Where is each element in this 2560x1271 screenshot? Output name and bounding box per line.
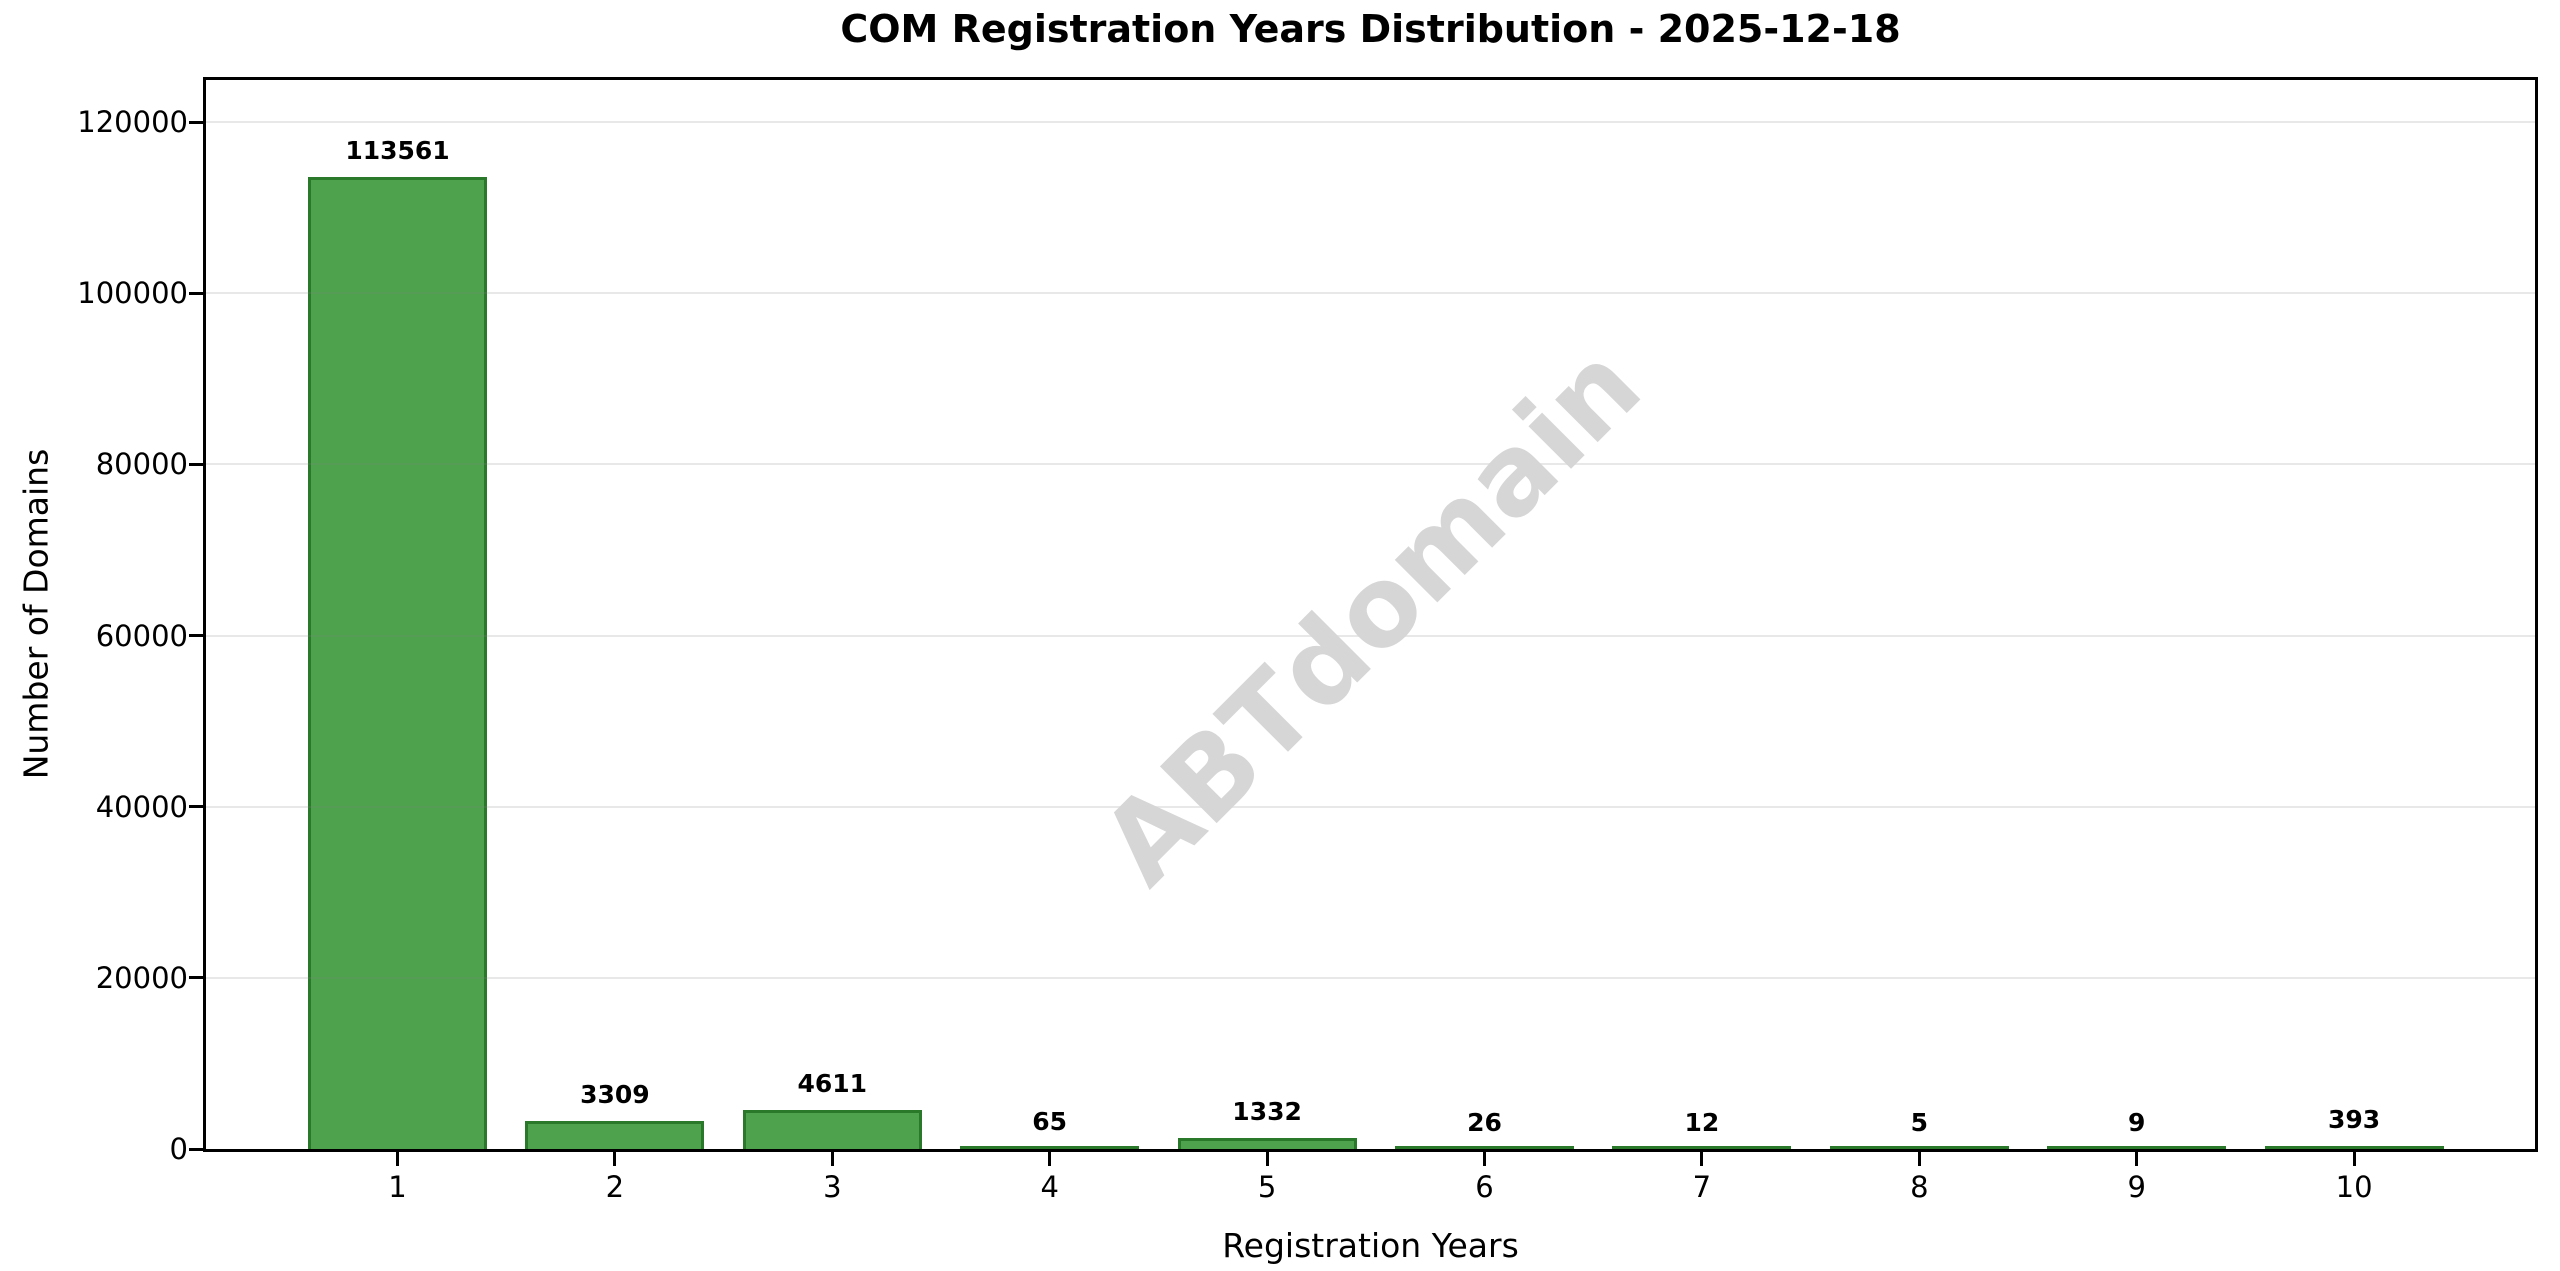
y-tick-label: 120000	[77, 105, 188, 140]
bar	[1395, 1146, 1574, 1149]
y-tick-mark	[189, 634, 203, 638]
bar-value-label: 393	[2328, 1104, 2381, 1134]
x-tick-label: 2	[605, 1170, 625, 1204]
x-tick-label: 7	[1692, 1170, 1712, 1204]
bar-value-label: 12	[1684, 1107, 1720, 1137]
x-axis-label: Registration Years	[1222, 1226, 1519, 1265]
bar-value-label: 4611	[797, 1068, 868, 1098]
bar-value-label: 65	[1032, 1107, 1068, 1137]
x-tick-label: 1	[388, 1170, 407, 1204]
x-tick-label: 10	[2335, 1170, 2373, 1204]
bar-value-labels-layer: 113561 3309 4611 65 1332 26 12 5 9 393	[206, 80, 2535, 1149]
x-tick-label: 6	[1475, 1170, 1494, 1204]
gridline	[206, 121, 2535, 124]
gridline	[206, 976, 2535, 979]
bar	[1829, 1146, 2009, 1149]
x-tick-mark	[2135, 1152, 2139, 1166]
bar-value-label: 9	[2127, 1107, 2146, 1137]
bar-value-label: 1332	[1232, 1096, 1302, 1126]
x-tick-label: 3	[823, 1170, 842, 1204]
gridline	[206, 805, 2535, 808]
x-tick-label: 4	[1040, 1170, 1059, 1204]
x-tick-label: 5	[1257, 1170, 1277, 1204]
bar	[525, 1120, 705, 1149]
gridline	[206, 463, 2535, 466]
chart-title: COM Registration Years Distribution - 20…	[840, 7, 1901, 51]
y-tick-label: 20000	[95, 960, 188, 995]
bar	[960, 1146, 1140, 1149]
plot-area: ABTdomain 113561 3309 4611 65 1332 26 12 5 9 393	[203, 77, 2538, 1152]
x-tick-label: 8	[1910, 1170, 1929, 1204]
bar	[1612, 1146, 1792, 1149]
y-tick-mark	[189, 805, 203, 809]
y-tick-label: 40000	[95, 789, 188, 824]
y-axis-ticks: 0 20000 40000 60000 80000 100000 120000	[0, 77, 203, 1166]
bar-value-label: 26	[1467, 1107, 1502, 1137]
y-tick-mark	[189, 120, 203, 124]
y-tick-mark	[189, 976, 203, 980]
x-axis-ticks: 1 2 3 4 5 6 7 8 9 10	[203, 1152, 2538, 1222]
x-tick-mark	[1700, 1152, 1704, 1166]
bar	[308, 177, 487, 1149]
y-tick-label: 80000	[95, 447, 188, 482]
x-tick-mark	[396, 1152, 399, 1166]
x-tick-mark	[1483, 1152, 1486, 1166]
y-tick-label: 0	[169, 1132, 188, 1166]
bars-layer	[206, 80, 2535, 1149]
x-tick-mark	[1265, 1152, 1269, 1166]
x-tick-mark	[2352, 1152, 2356, 1166]
x-tick-mark	[830, 1152, 834, 1166]
y-tick-mark	[189, 291, 203, 295]
y-tick-label: 100000	[77, 276, 188, 311]
x-tick-label: 9	[2127, 1170, 2146, 1204]
bar	[2264, 1145, 2444, 1149]
gridlines-layer	[206, 80, 2535, 1149]
y-tick-mark	[189, 1147, 203, 1151]
x-tick-mark	[613, 1152, 617, 1166]
bar-value-label: 3309	[580, 1079, 650, 1109]
bar	[2047, 1146, 2227, 1149]
x-tick-mark	[1048, 1152, 1052, 1166]
bar-value-label: 113561	[345, 136, 450, 166]
bar	[742, 1109, 922, 1149]
gridline	[206, 634, 2535, 637]
gridline	[206, 292, 2535, 295]
y-tick-label: 60000	[95, 618, 188, 653]
bar	[1177, 1137, 1357, 1149]
x-tick-mark	[1917, 1152, 1921, 1166]
y-tick-mark	[189, 462, 203, 466]
bar-value-label: 5	[1910, 1107, 1928, 1137]
